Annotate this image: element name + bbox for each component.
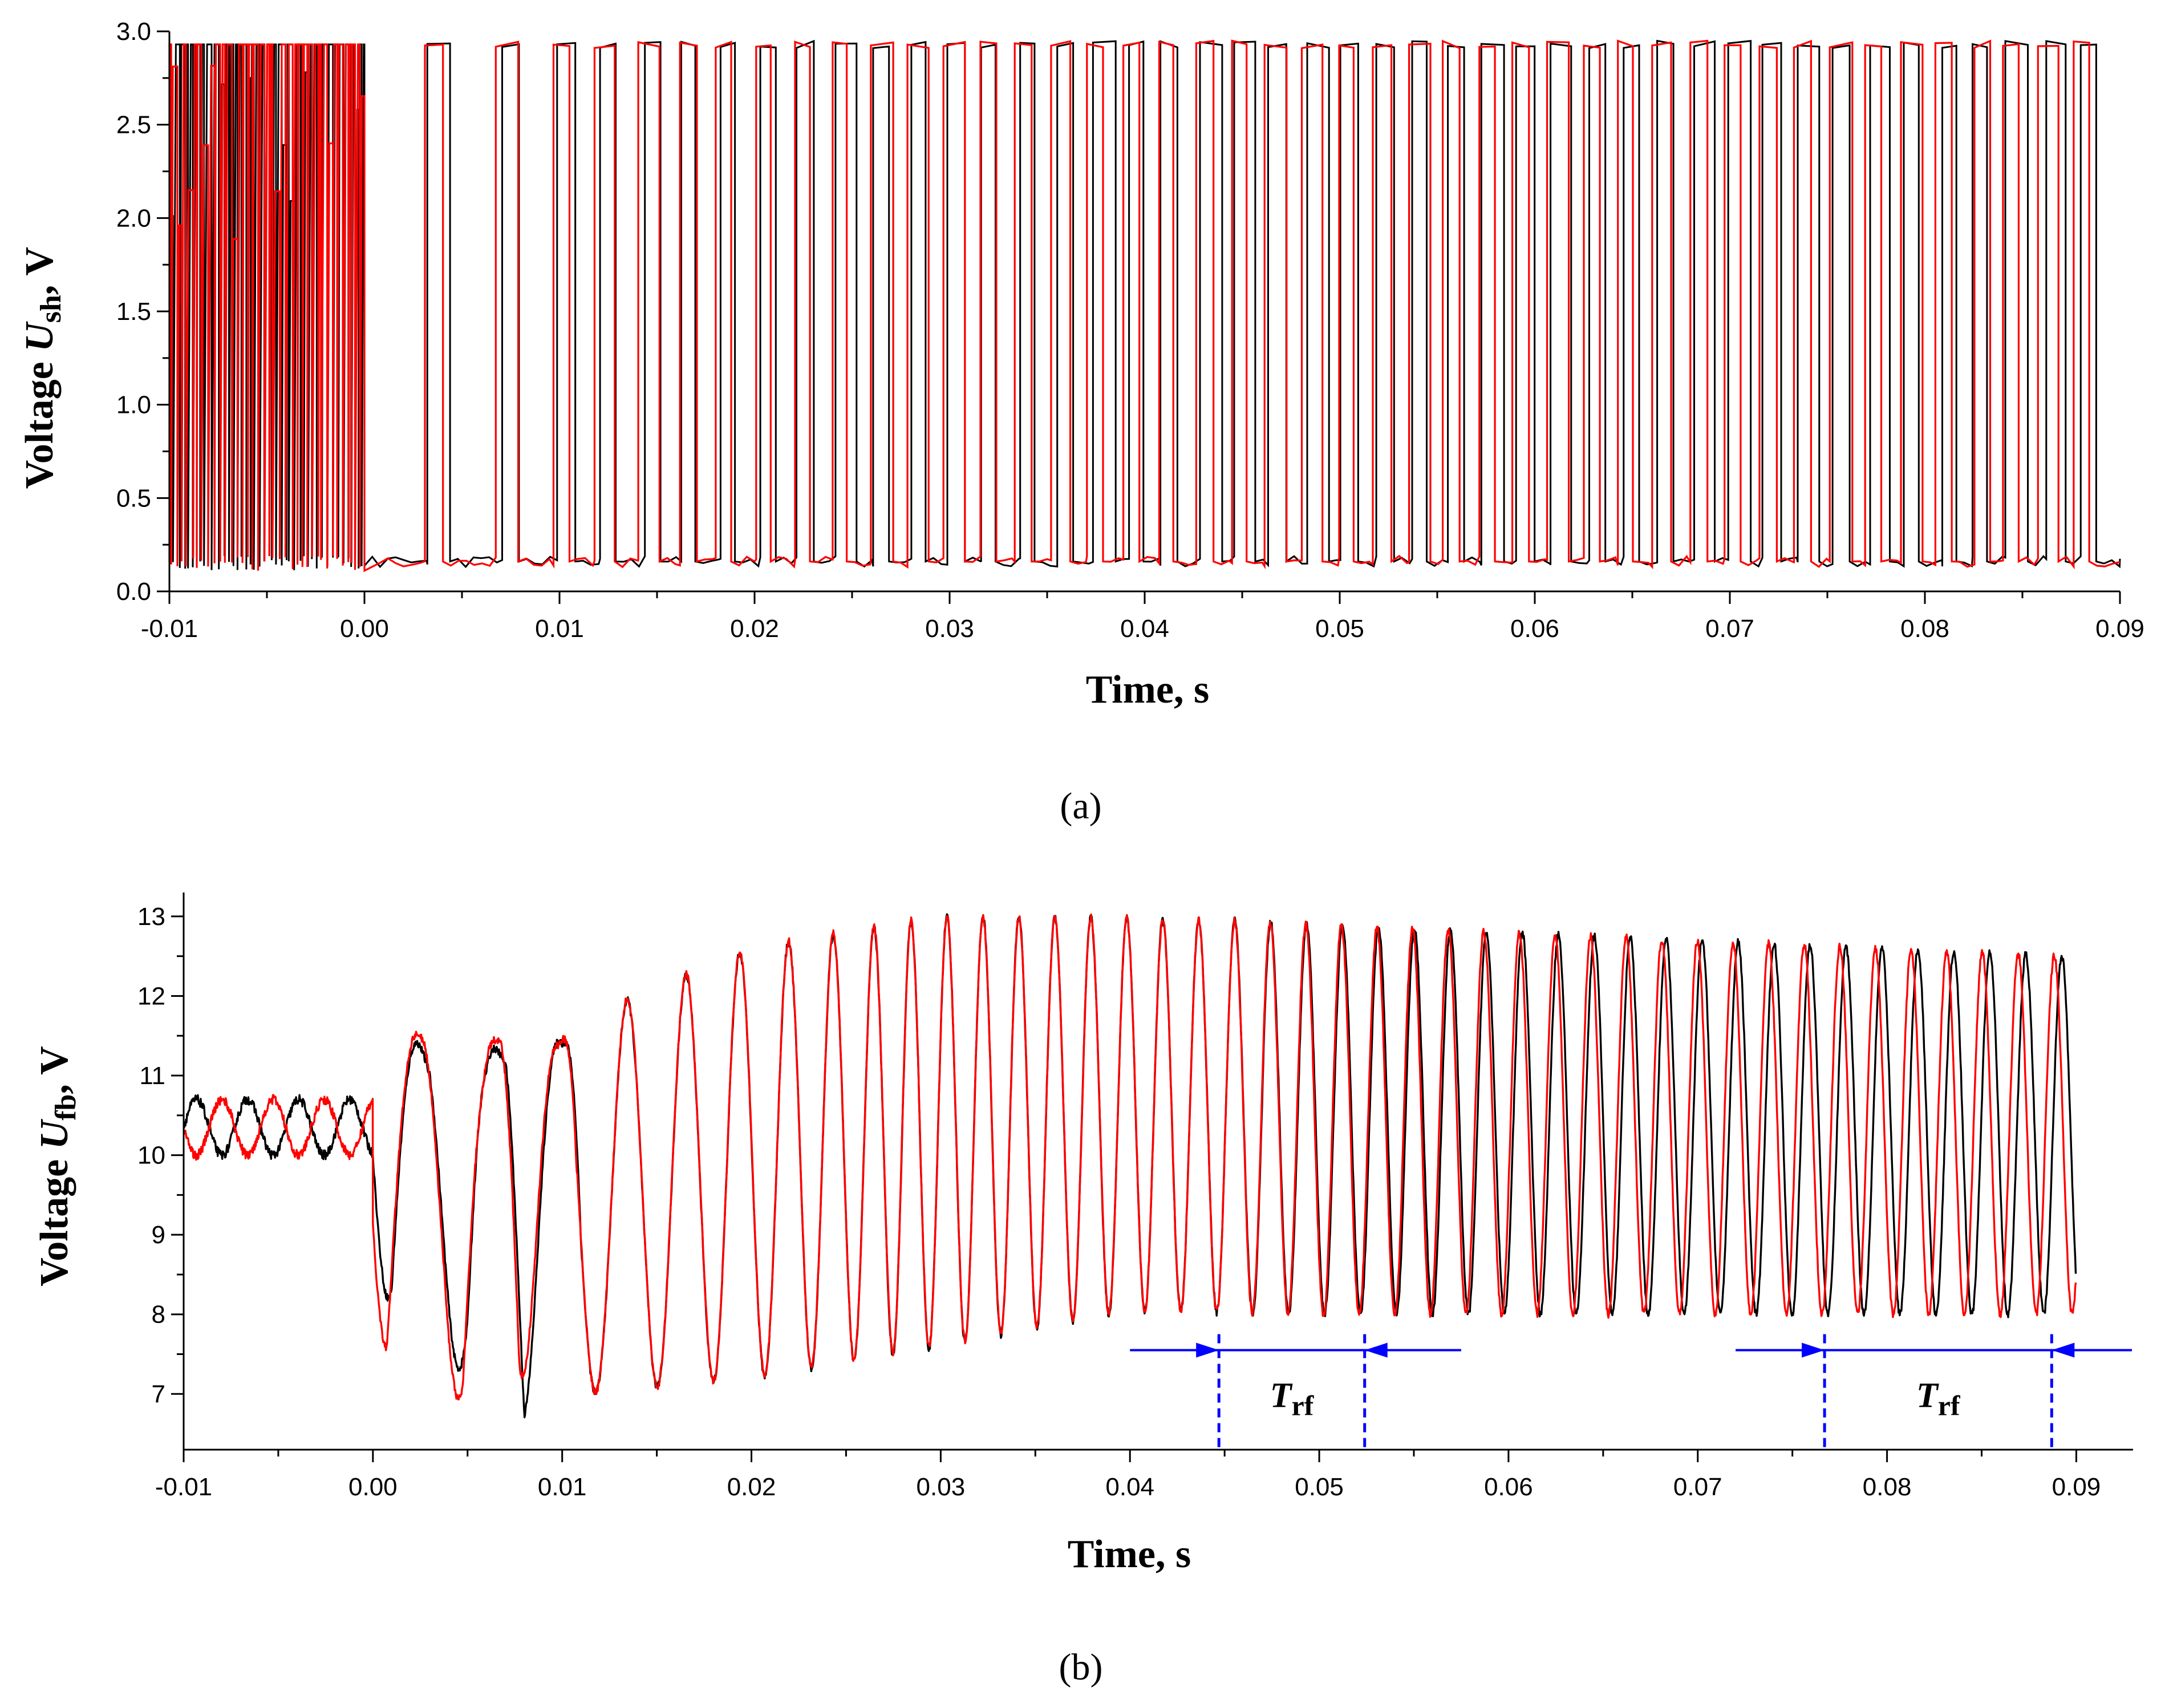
panel-a-axes	[157, 30, 2121, 604]
panel-a-series-black	[168, 39, 2121, 570]
panel-a-x-tick-label: 0.07	[1705, 615, 1754, 643]
panel-b-axes	[171, 892, 2133, 1462]
panel-b-x-axis-title: Time, s	[1068, 1532, 1191, 1576]
panel-a-x-tick-label: 0.06	[1510, 615, 1559, 643]
panel-b-x-tick-label: 0.00	[348, 1473, 398, 1501]
panel-a-x-tick-label: 0.01	[535, 615, 584, 643]
panel-b-label: (b)	[1059, 1646, 1103, 1688]
panel-a-y-tick-label: 3.0	[116, 18, 151, 46]
annotation-label-symbol: T	[1270, 1377, 1293, 1415]
panel-a-y-tick-label: 0.5	[116, 484, 151, 512]
panel-b-y-tick-label: 11	[139, 1062, 165, 1090]
panel-b-y-tick-label: 12	[137, 982, 165, 1010]
annotation-label: Trf	[1270, 1377, 1315, 1422]
panel-a-x-tick-label: 0.09	[2095, 615, 2144, 643]
panel-b-x-tick-label: 0.05	[1295, 1473, 1344, 1501]
panel-b-x-tick-label: 0.09	[2052, 1473, 2101, 1501]
panel-a-y-tick-label: 2.5	[116, 111, 151, 139]
panel-a-x-tick-label: 0.03	[925, 615, 974, 643]
panel-a-series-layer	[168, 39, 2121, 573]
panel-a-x-tick-label: 0.05	[1315, 615, 1364, 643]
annotation-label-subscript: rf	[1291, 1390, 1314, 1422]
panel-b-y-tick-label: 7	[152, 1380, 165, 1408]
panel-b: -0.01 0.00 0.01 0.02 0.03 0.04 0.05 0.06 0.07 0.0…	[33, 892, 2133, 1688]
panel-b-x-tick-label: 0.08	[1863, 1473, 1912, 1501]
panel-a-x-tick-label: 0.04	[1120, 615, 1169, 643]
panel-a-label: (a)	[1060, 785, 1101, 827]
panel-a-tick-labels: -0.01 0.00 0.01 0.02 0.03 0.04 0.05 0.06 0.07 0.0…	[116, 18, 2144, 643]
annotation-label-subscript: rf	[1938, 1390, 1961, 1422]
panel-a-x-axis-title: Time, s	[1086, 668, 1210, 712]
panel-b-tick-labels: -0.01 0.00 0.01 0.02 0.03 0.04 0.05 0.06 0.07 0.0…	[137, 903, 2101, 1501]
panel-b-series-black	[183, 913, 2077, 1418]
panel-b-series-layer	[183, 913, 2077, 1418]
panel-a-y-axis-title: Voltage Ush, V	[18, 247, 67, 489]
panel-b-y-tick-label: 9	[152, 1221, 165, 1249]
panel-b-x-tick-label: 0.01	[538, 1473, 587, 1501]
panel-b-x-tick-label: 0.07	[1673, 1473, 1722, 1501]
panel-a-y-tick-label: 2.0	[116, 204, 151, 232]
annotation-arrow-head-left	[1196, 1342, 1219, 1358]
panel-a-x-tick-label: 0.08	[1900, 615, 1949, 643]
panel-b-y-tick-label: 10	[137, 1142, 165, 1170]
panel-b-x-tick-label: 0.02	[727, 1473, 776, 1501]
panel-a: -0.01 0.00 0.01 0.02 0.03 0.04 0.05 0.06 0.07 0.0…	[18, 18, 2144, 827]
annotation-arrow-head-right	[2052, 1342, 2075, 1358]
panel-b-series-red	[183, 914, 2077, 1401]
panel-a-x-tick-label: -0.01	[141, 615, 198, 643]
annotation-arrow-head-right	[1364, 1342, 1388, 1358]
panel-a-x-tick-label: 0.02	[730, 615, 779, 643]
annotation-arrow-head-left	[1802, 1342, 1825, 1358]
panel-b-y-tick-label: 8	[152, 1301, 165, 1329]
panel-a-y-tick-label: 1.0	[116, 391, 151, 419]
panel-a-y-tick-label: 0.0	[116, 578, 151, 606]
panel-a-x-tick-label: 0.00	[340, 615, 389, 643]
panel-b-x-tick-label: -0.01	[155, 1473, 212, 1501]
panel-b-x-tick-label: 0.04	[1105, 1473, 1154, 1501]
panel-b-x-tick-label: 0.06	[1484, 1473, 1533, 1501]
panel-b-y-axis-title: Voltage Ufb, V	[33, 1046, 82, 1287]
panel-a-y-tick-label: 1.5	[116, 298, 151, 326]
panel-b-y-tick-label: 13	[137, 903, 165, 931]
panel-b-x-tick-label: 0.03	[917, 1473, 966, 1501]
annotation-label-symbol: T	[1916, 1377, 1939, 1415]
annotation-label: Trf	[1916, 1377, 1961, 1422]
panel-b-annotations: Trf Trf	[1130, 1334, 2132, 1450]
panel-a-series-red	[168, 39, 2121, 573]
